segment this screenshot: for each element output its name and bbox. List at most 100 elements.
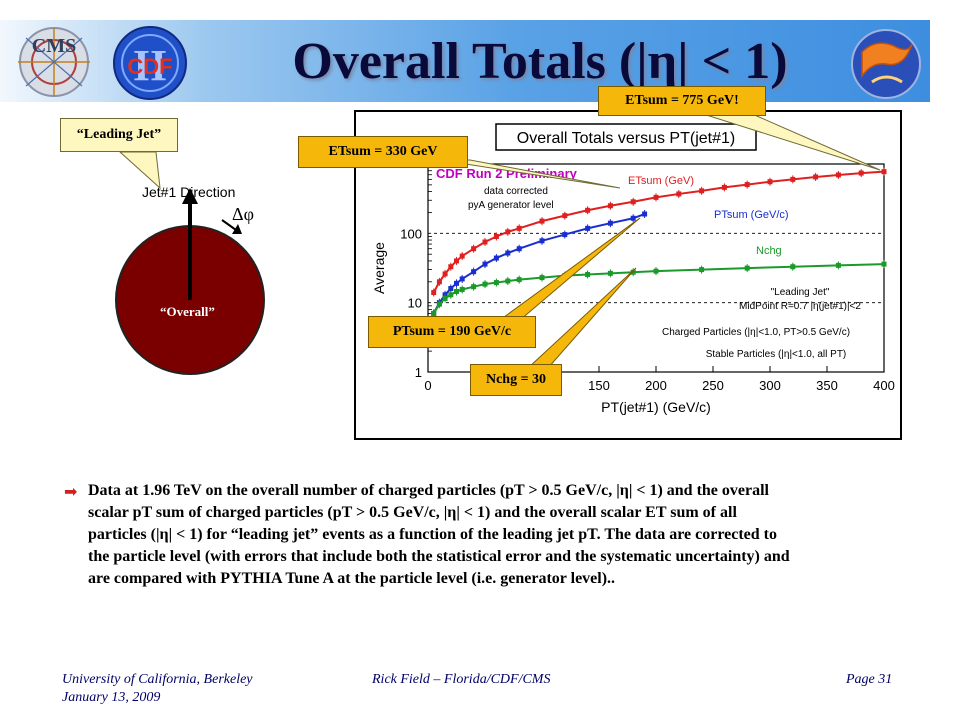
jet-direction-label: Jet#1 Direction xyxy=(142,184,236,200)
data-point xyxy=(835,172,841,178)
data-point xyxy=(562,232,568,238)
cms-logo: CMS xyxy=(8,24,100,100)
data-point xyxy=(813,174,819,180)
data-point xyxy=(607,220,613,226)
data-point xyxy=(858,170,864,176)
data-point xyxy=(630,269,636,275)
data-point xyxy=(505,229,511,235)
data-point xyxy=(630,199,636,205)
annotation-generator-level: pyA generator level xyxy=(468,200,554,211)
series-line-2 xyxy=(432,263,885,314)
annotation-data-corrected: data corrected xyxy=(484,186,548,197)
legend-line-3: Stable Particles (|η|<1.0, all PT) xyxy=(706,349,847,360)
data-point xyxy=(790,176,796,182)
data-point xyxy=(881,261,887,267)
callout-leading-jet: “Leading Jet” xyxy=(60,118,178,152)
x-axis-label: PT(jet#1) (GeV/c) xyxy=(601,399,711,415)
data-point xyxy=(431,310,437,316)
data-point xyxy=(699,188,705,194)
data-point xyxy=(482,281,488,287)
data-point xyxy=(505,278,511,284)
cms-logo-text: CMS xyxy=(32,35,76,57)
data-point xyxy=(539,275,545,281)
callout-ptsum-190: PTsum = 190 GeV/c xyxy=(368,316,536,348)
legend-line-2: Charged Particles (|η|<1.0, PT>0.5 GeV/c… xyxy=(662,327,850,338)
data-point xyxy=(721,184,727,190)
data-point xyxy=(699,267,705,273)
data-point xyxy=(835,262,841,268)
florida-logo xyxy=(842,24,930,102)
data-point xyxy=(454,288,459,294)
series-label-0: ETsum (GeV) xyxy=(628,175,694,187)
data-point xyxy=(471,284,477,290)
data-point xyxy=(630,215,636,221)
legend-line-1: MidPoint R=0.7 |η(jet#1)|<2 xyxy=(739,301,861,312)
cdf-logo-text: CDF xyxy=(127,54,172,79)
data-point xyxy=(653,268,659,274)
chart-title: Overall Totals versus PT(jet#1) xyxy=(517,130,735,147)
data-point xyxy=(607,270,613,276)
data-point xyxy=(493,280,499,286)
data-point xyxy=(744,182,750,188)
data-point xyxy=(442,295,448,301)
data-point xyxy=(459,253,465,259)
data-point xyxy=(790,264,796,270)
data-point xyxy=(744,265,750,271)
data-point xyxy=(505,250,511,256)
data-point xyxy=(516,225,522,231)
y-axis-label: Average xyxy=(371,242,387,294)
legend-title: "Leading Jet" xyxy=(771,287,830,298)
preliminary-label: CDF Run 2 Preliminary xyxy=(436,166,578,181)
slide-title: Overall Totals (|η| < 1) xyxy=(292,33,788,90)
data-point xyxy=(454,280,459,286)
data-point xyxy=(448,264,454,270)
data-point xyxy=(539,218,545,224)
data-point xyxy=(471,246,477,252)
body-line-3: particles (|η| < 1) for “leading jet” ev… xyxy=(88,526,778,543)
data-point xyxy=(585,225,591,231)
data-point xyxy=(767,179,773,185)
y-tick-label: 10 xyxy=(408,296,422,311)
callout-etsum-330: ETsum = 330 GeV xyxy=(298,136,468,168)
data-point xyxy=(482,261,488,267)
data-point xyxy=(436,301,442,307)
x-tick-label: 0 xyxy=(424,378,431,393)
data-point xyxy=(471,269,477,275)
cdf-logo: II CDF xyxy=(104,24,196,102)
data-point xyxy=(482,239,488,245)
delta-phi-label: Δφ xyxy=(232,204,254,224)
chart-title-box xyxy=(495,123,757,151)
data-point xyxy=(585,207,591,213)
footer-institution: University of California, Berkeley xyxy=(62,672,253,687)
data-point xyxy=(442,271,448,277)
data-point xyxy=(448,286,454,292)
body-line-1: Data at 1.96 TeV on the overall number o… xyxy=(88,482,769,499)
x-tick-label: 400 xyxy=(873,378,895,393)
data-point xyxy=(436,279,442,285)
data-point xyxy=(459,276,465,282)
x-tick-label: 200 xyxy=(645,378,667,393)
body-text: Data at 1.96 TeV on the overall number o… xyxy=(88,480,900,590)
y-tick-label: 1 xyxy=(415,365,422,380)
data-point xyxy=(562,213,568,219)
data-point xyxy=(676,191,682,197)
data-point xyxy=(585,271,591,277)
cdf-roman-numeral: II xyxy=(133,41,167,90)
series-label-1: PTsum (GeV/c) xyxy=(714,209,789,221)
callout-etsum-775: ETsum = 775 GeV! xyxy=(598,86,766,116)
arrow-right-icon: ➡ xyxy=(64,482,78,501)
body-line-4: the particle level (with errors that inc… xyxy=(88,548,790,565)
body-line-5: are compared with PYTHIA Tune A at the p… xyxy=(88,570,616,587)
data-point xyxy=(493,255,499,261)
x-tick-label: 350 xyxy=(816,378,838,393)
data-point xyxy=(881,169,887,175)
data-point xyxy=(642,211,648,217)
data-point xyxy=(454,258,459,264)
footer-author: Rick Field – Florida/CDF/CMS xyxy=(372,672,551,687)
footer-page-number: Page 31 xyxy=(846,672,893,687)
data-point xyxy=(607,203,613,209)
x-tick-label: 250 xyxy=(702,378,724,393)
y-tick-label: 100 xyxy=(400,226,422,241)
overall-label: “Overall” xyxy=(160,304,215,319)
